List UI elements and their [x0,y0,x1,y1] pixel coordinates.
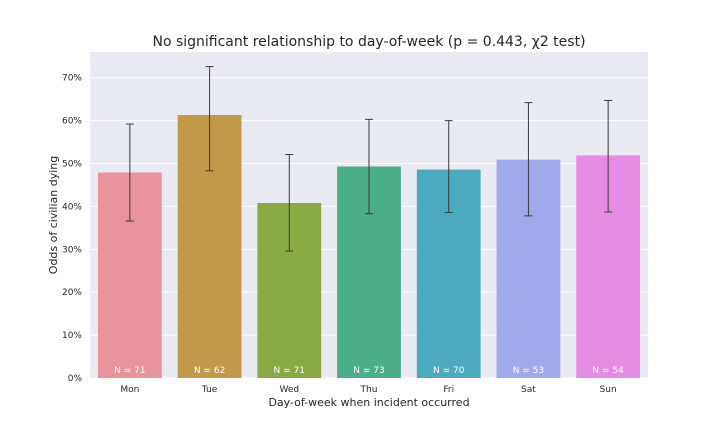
y-tick-label: 0% [68,374,83,384]
bar-count-label: N = 73 [353,366,384,376]
error-bars [125,66,613,252]
chart-title: No significant relationship to day-of-we… [152,34,585,50]
bar-count-label: N = 71 [114,366,145,376]
y-tick-label: 20% [62,288,82,298]
x-tick-label: Fri [443,385,454,395]
x-tick-labels: Mon Tue Wed Thu Fri Sat Sun [120,385,616,395]
x-axis-label: Day-of-week when incident occurred [268,396,469,409]
x-tick-label: Sat [521,385,536,395]
y-tick-labels: 0% 10% 20% 30% 40% 50% 60% 70% [62,74,82,384]
y-tick-label: 10% [62,331,82,341]
bar-count-label: N = 71 [274,366,305,376]
y-tick-label: 70% [62,74,82,84]
x-tick-label: Thu [360,385,378,395]
y-axis-label: Odds of civilian dying [47,156,60,274]
y-tick-label: 30% [62,245,82,255]
y-tick-label: 60% [62,117,82,127]
bar-count-label: N = 54 [592,366,624,376]
x-tick-label: Tue [201,385,218,395]
bar-count-label: N = 53 [513,366,544,376]
x-tick-label: Mon [120,385,139,395]
y-tick-label: 50% [62,160,82,170]
bars [97,115,641,378]
x-tick-label: Sun [600,385,617,395]
y-tick-label: 40% [62,202,82,212]
bar-count-label: N = 70 [433,366,465,376]
x-tick-label: Wed [279,385,299,395]
bar-count-label: N = 62 [194,366,225,376]
bar-count-labels: N = 71 N = 62 N = 71 N = 73 N = 70 N = 53 N = … [114,366,624,376]
